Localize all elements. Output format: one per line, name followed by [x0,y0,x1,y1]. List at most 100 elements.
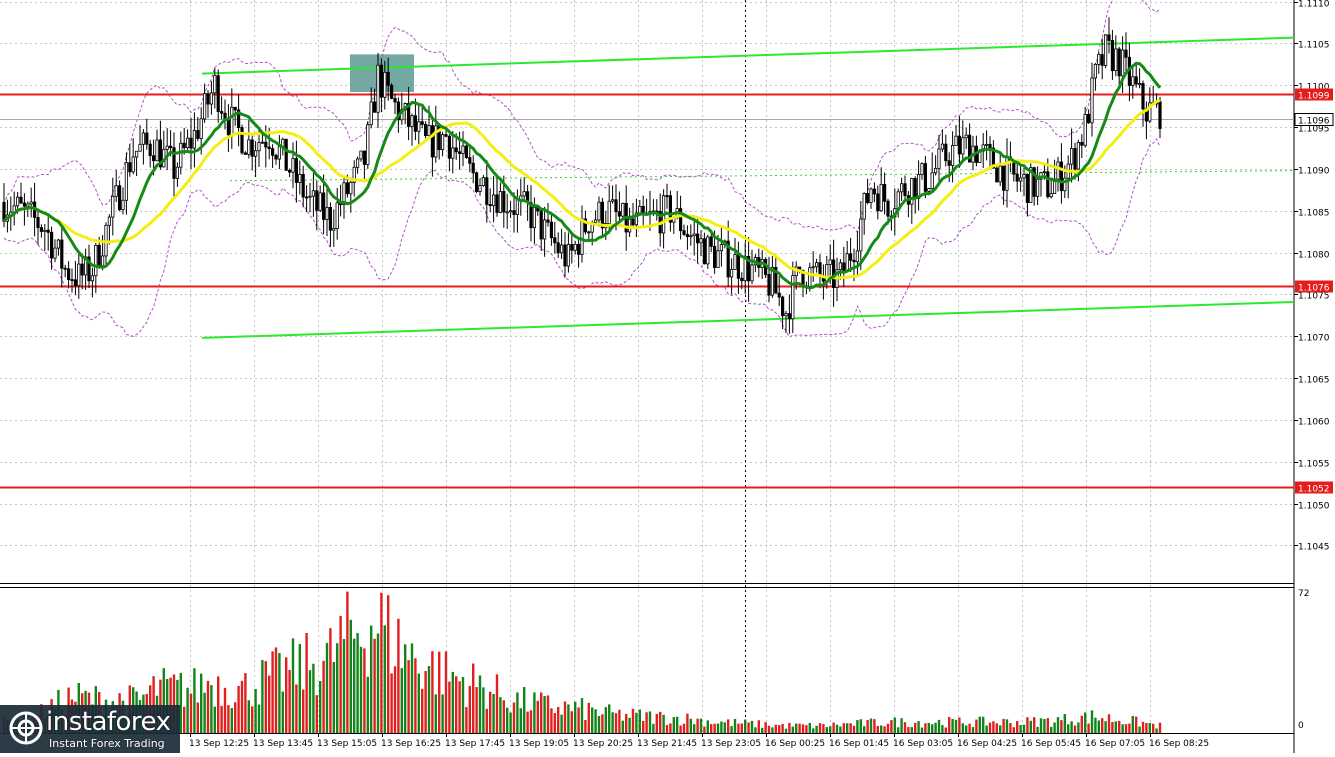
volume-bar [366,676,369,733]
volume-bar [1073,725,1077,733]
candle-body [770,266,775,296]
volume-bar [278,653,281,733]
volume-bar [285,657,288,733]
candle-body [284,138,288,171]
volume-bar [699,718,703,733]
volume-bar [438,651,441,733]
candle-body [372,101,377,113]
volume-bar [1026,717,1029,733]
volume-bar [240,680,244,733]
volume-bar [672,717,675,733]
volume-min-label: 0 [1298,721,1304,731]
volume-bar [393,666,397,733]
candle-body [423,123,428,136]
time-tick-label: 16 Sep 01:45 [829,739,889,749]
volume-bar [574,701,577,733]
volume-bar [829,726,832,733]
candle-body [668,195,673,223]
volume-bar [193,668,196,733]
volume-bar [448,681,451,733]
volume-bar [801,724,805,733]
volume-bar [903,722,907,733]
volume-bar [999,725,1002,733]
candle-body [461,145,465,154]
candle-body [787,313,792,320]
candle-body [182,142,186,149]
candle-body [247,139,251,155]
volume-bar [859,719,862,733]
candle-body [699,238,703,244]
candle-body [311,190,316,197]
candle-body [362,150,367,165]
time-tick-label: 13 Sep 13:45 [253,739,313,749]
volume-bar [1053,722,1056,733]
volume-bar [359,646,363,733]
volume-bar [995,723,998,733]
volume-bar [434,694,437,733]
candle-body [957,135,962,155]
candle-body [529,202,533,229]
candle-body [713,245,717,268]
volume-bar [1036,726,1039,733]
volume-bar [1012,727,1015,733]
candle-body [145,132,149,145]
volume-bar [509,712,512,733]
candle-body [454,147,458,153]
volume-bar [336,643,339,733]
candle-body [617,211,622,217]
candle-body [345,182,350,195]
candle-body [46,229,50,233]
candle-body [430,125,435,158]
candle-body [767,274,771,296]
volume-bar [291,638,295,733]
candle-body [359,150,363,160]
candle-body [22,202,27,207]
candle-body [451,147,455,159]
candle-body [594,219,598,223]
volume-bar [485,708,488,733]
candle-body [114,185,118,197]
price-tick-label: 1.1065 [1298,376,1330,386]
candle-body [1022,173,1026,179]
candle-body [257,142,261,152]
volume-bar [172,674,176,733]
candle-body [1046,171,1050,198]
volume-bar [444,651,448,733]
candle-body [774,266,778,294]
volume-bar [414,658,417,733]
candle-body [923,163,928,192]
volume-bar [625,713,628,733]
candle-body [457,151,462,154]
candle-body [842,262,846,272]
volume-bar [689,718,692,733]
candle-body [236,109,241,128]
time-tick-label: 13 Sep 12:25 [189,739,249,749]
volume-bar [499,697,502,733]
candle-body [583,218,588,233]
volume-bar [179,672,182,733]
candle-body [277,146,282,160]
volume-bar [682,723,686,733]
candle-body [427,125,431,136]
volume-bar [948,717,951,733]
volume-bar [322,660,325,733]
volume-bar [1056,717,1060,733]
candle-body [447,135,452,159]
candle-body [1036,178,1040,197]
volume-bar [825,727,828,733]
volume-bar [506,707,509,733]
volume-bar [489,691,492,733]
volume-bar [822,724,825,733]
candle-body [913,178,917,199]
volume-bar [325,642,329,733]
candle-body [1093,63,1097,79]
time-tick-label: 13 Sep 19:05 [509,739,569,749]
volume-bar [315,695,318,733]
volume-bar [876,725,879,733]
time-tick-label: 13 Sep 20:25 [573,739,633,749]
ma-slow-line [2,98,1161,280]
candle-body [107,216,111,226]
volume-bar [200,673,203,733]
